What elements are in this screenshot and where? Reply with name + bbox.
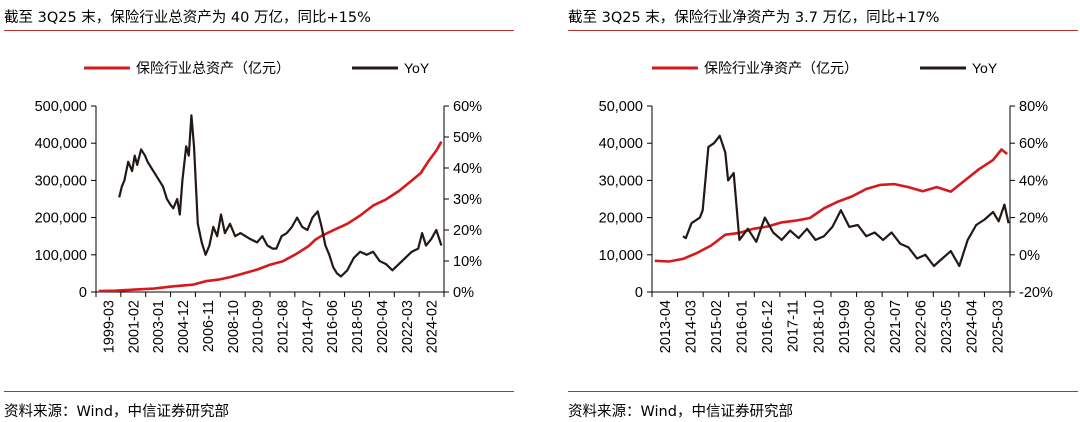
series-line-assets bbox=[654, 148, 1009, 263]
left-y-tick-label: 10,000 bbox=[599, 248, 643, 264]
x-tick-label: 2006-11 bbox=[201, 300, 217, 352]
right-y-tick-label: 30% bbox=[453, 192, 482, 208]
left-y-tick-label: 50,000 bbox=[599, 99, 643, 115]
x-tick-label: 2024-04 bbox=[965, 300, 981, 353]
source-note: 资料来源：Wind，中信证券研究部 bbox=[568, 404, 793, 420]
x-tick-label: 2024-02 bbox=[425, 300, 441, 353]
x-tick-label: 2001-02 bbox=[126, 300, 142, 353]
x-tick-label: 2008-10 bbox=[226, 300, 242, 353]
x-tick-label: 2017-11 bbox=[786, 300, 802, 352]
net-assets-chart: 保险行业净资产（亿元） YoY 0 10,000 20,000 30,000 40,000 5… bbox=[599, 60, 1053, 353]
right-y-tick-label: 10% bbox=[453, 254, 482, 270]
x-tick-label: 1999-03 bbox=[101, 300, 117, 353]
right-y-tick-label: 60% bbox=[1019, 136, 1048, 152]
right-y-tick-label: 0% bbox=[1019, 248, 1040, 264]
right-y-tick-label: 60% bbox=[453, 99, 482, 115]
x-tick-label: 2018-05 bbox=[350, 300, 366, 353]
left-y-tick-label: 20,000 bbox=[599, 211, 643, 227]
right-y-tick-label: 40% bbox=[453, 161, 482, 177]
x-tick-label: 2015-02 bbox=[709, 300, 725, 353]
left-chart-panel: 截至 3Q25 末，保险行业总资产为 40 万亿，同比+15% 保险行业总资产（… bbox=[4, 0, 514, 422]
chart-title: 截至 3Q25 末，保险行业总资产为 40 万亿，同比+15% bbox=[4, 10, 371, 26]
left-y-tick-label: 0 bbox=[79, 285, 87, 301]
left-y-tick-label: 300,000 bbox=[35, 173, 87, 189]
x-tick-label: 2016-12 bbox=[760, 300, 776, 353]
x-tick-label: 2018-10 bbox=[811, 300, 827, 353]
right-y-tick-label: 40% bbox=[1019, 173, 1048, 189]
x-tick-label: 2010-09 bbox=[251, 300, 267, 353]
x-tick-label: 2022-03 bbox=[400, 300, 416, 353]
x-tick-label: 2022-06 bbox=[914, 300, 930, 353]
x-tick-label: 2004-12 bbox=[176, 300, 192, 353]
x-tick-label: 2021-07 bbox=[888, 300, 904, 353]
right-y-tick-label: 0% bbox=[453, 285, 474, 301]
x-tick-label: 2016-01 bbox=[735, 300, 751, 353]
source-note: 资料来源：Wind，中信证券研究部 bbox=[4, 404, 229, 420]
x-tick-label: 2003-01 bbox=[151, 300, 167, 353]
series-line-assets bbox=[98, 141, 443, 293]
source-divider bbox=[4, 391, 514, 392]
legend-label-yoy: YoY bbox=[404, 60, 430, 76]
right-y-tick-label: 50% bbox=[453, 130, 482, 146]
x-tick-label: 2023-05 bbox=[939, 300, 955, 353]
x-tick-label: 2013-04 bbox=[658, 300, 674, 353]
x-tick-label: 2014-03 bbox=[683, 300, 699, 353]
series-line-yoy bbox=[682, 134, 1010, 268]
left-y-tick-label: 200,000 bbox=[35, 211, 87, 227]
right-y-tick-label: -20% bbox=[1019, 285, 1053, 301]
right-y-tick-label: 20% bbox=[453, 223, 482, 239]
left-y-tick-label: 100,000 bbox=[35, 248, 87, 264]
right-chart-panel: 截至 3Q25 末，保险行业净资产为 3.7 万亿，同比+17% 保险行业净资产… bbox=[568, 0, 1078, 422]
right-y-tick-label: 20% bbox=[1019, 211, 1048, 227]
left-y-tick-label: 0 bbox=[635, 285, 643, 301]
x-tick-label: 2016-06 bbox=[325, 300, 341, 353]
left-y-tick-label: 40,000 bbox=[599, 136, 643, 152]
source-divider bbox=[568, 391, 1078, 392]
x-tick-label: 2019-09 bbox=[837, 300, 853, 353]
legend-label-assets: 保险行业总资产（亿元） bbox=[136, 60, 290, 76]
title-divider bbox=[4, 30, 514, 31]
total-assets-chart: 保险行业总资产（亿元） YoY 0 100,000 200,000 300,000 400,… bbox=[35, 60, 483, 353]
title-divider bbox=[568, 30, 1078, 31]
right-y-tick-label: 80% bbox=[1019, 99, 1048, 115]
left-y-tick-label: 30,000 bbox=[599, 173, 643, 189]
x-tick-label: 2012-08 bbox=[275, 300, 291, 353]
x-tick-label: 2020-04 bbox=[375, 300, 391, 353]
x-tick-label: 2014-07 bbox=[300, 300, 316, 353]
legend-label-yoy: YoY bbox=[972, 60, 998, 76]
left-y-tick-label: 500,000 bbox=[35, 99, 87, 115]
chart-title: 截至 3Q25 末，保险行业净资产为 3.7 万亿，同比+17% bbox=[568, 10, 940, 26]
x-tick-label: 2025-03 bbox=[990, 300, 1006, 353]
series-line-yoy bbox=[118, 114, 443, 278]
x-tick-label: 2020-08 bbox=[862, 300, 878, 353]
left-y-tick-label: 400,000 bbox=[35, 136, 87, 152]
legend-label-assets: 保险行业净资产（亿元） bbox=[704, 60, 858, 76]
